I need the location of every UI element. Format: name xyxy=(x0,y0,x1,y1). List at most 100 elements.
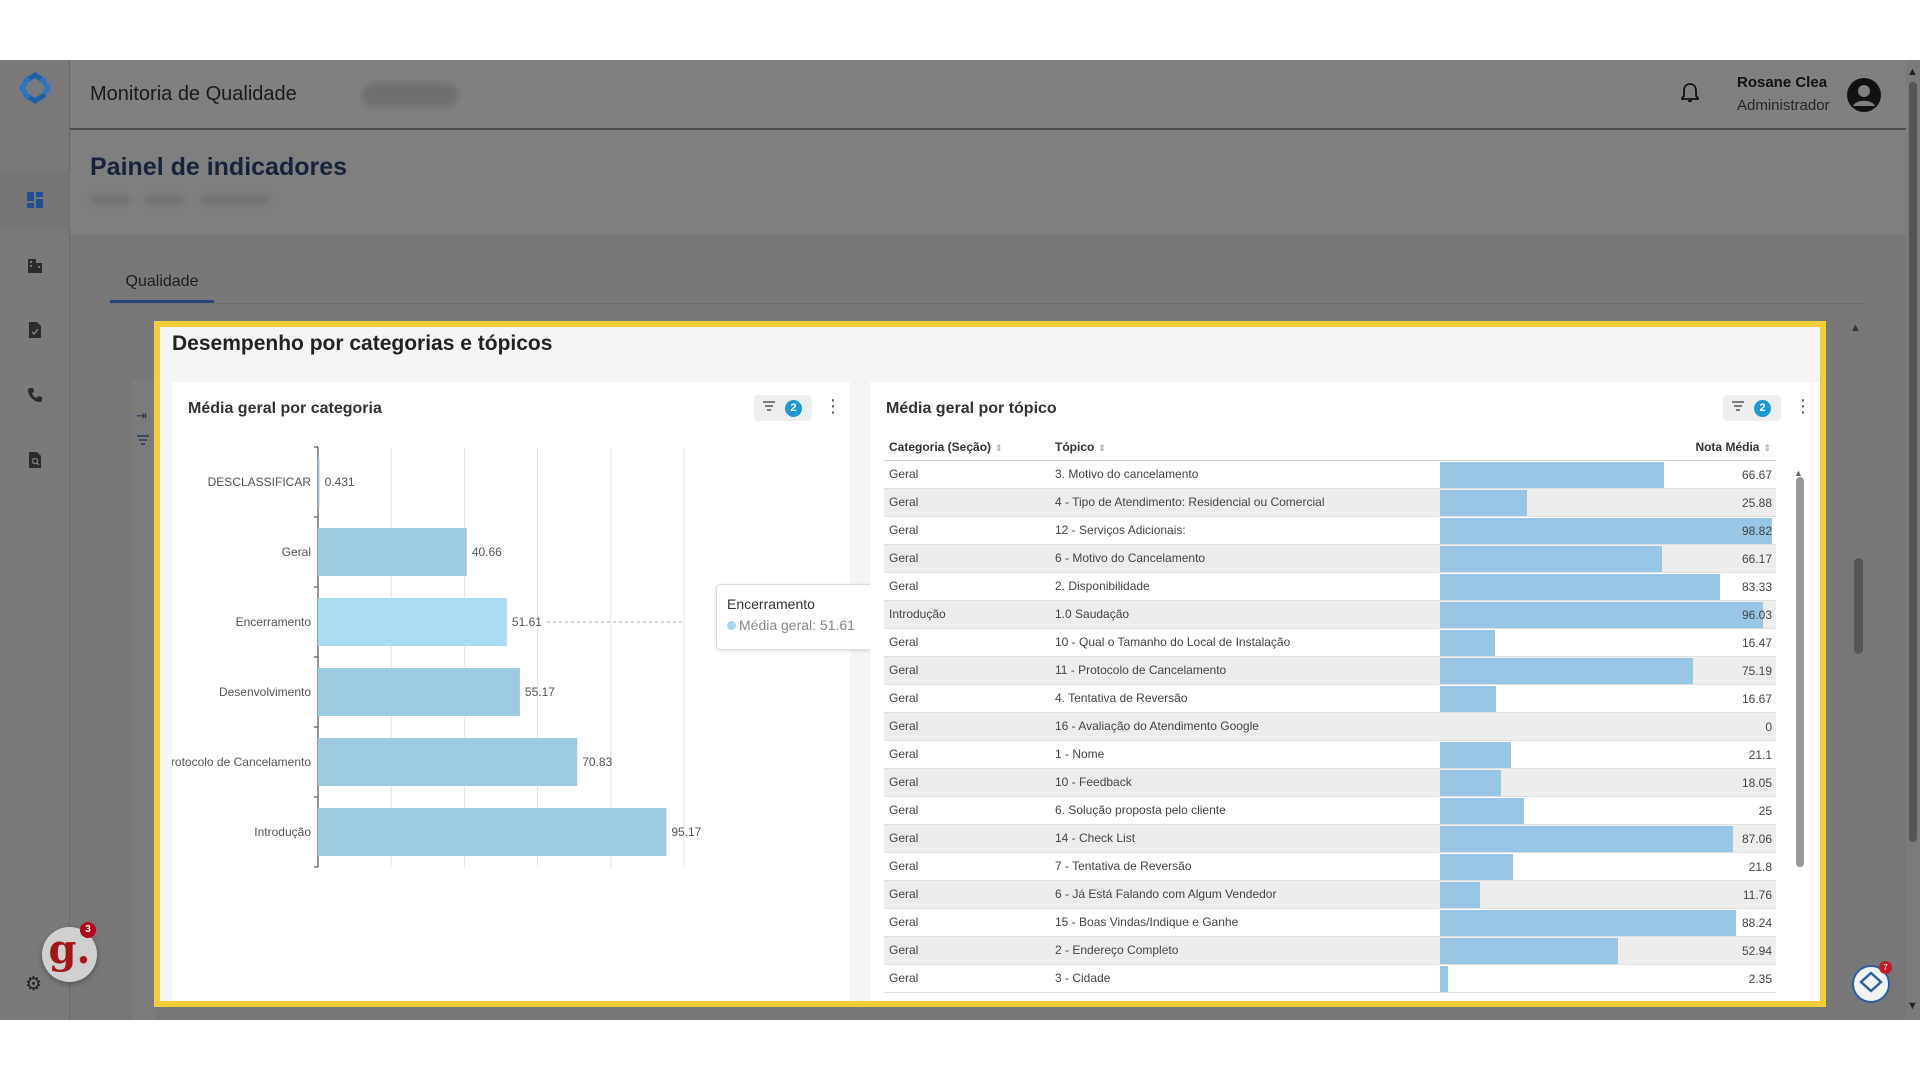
cell-topic: 7 - Tentativa de Reversão xyxy=(1050,852,1440,881)
table-row[interactable]: Geral 14 - Check List 87.06 xyxy=(884,824,1776,853)
column-header-label: Tópico xyxy=(1055,439,1095,454)
table-row[interactable]: Geral 15 - Boas Vindas/Indique e Ganhe 88.… xyxy=(884,908,1776,937)
score-bar xyxy=(1440,545,1663,572)
cell-category: Geral xyxy=(884,740,1050,769)
cell-topic: 6 - Motivo do Cancelamento xyxy=(1050,544,1440,573)
phone-icon xyxy=(28,388,42,402)
table-row[interactable]: Geral 7 - Tentativa de Reversão 21.8 xyxy=(884,852,1776,881)
dashboard-scrollbar[interactable] xyxy=(1854,558,1863,654)
breadcrumb-item[interactable] xyxy=(145,195,185,205)
filter-icon[interactable] xyxy=(136,434,150,449)
account-avatar-icon[interactable] xyxy=(1846,77,1882,113)
app-logo[interactable] xyxy=(0,60,70,116)
notification-bell-icon[interactable] xyxy=(1680,82,1700,110)
cell-category: Geral xyxy=(884,824,1050,853)
table-row[interactable]: Geral 3. Motivo do cancelamento 66.67 xyxy=(884,460,1776,489)
column-header-score[interactable]: Nota Média ⇕ xyxy=(1440,434,1776,461)
cell-score: 11.76 xyxy=(1440,880,1776,909)
nav-dashboard[interactable] xyxy=(0,172,70,228)
table-scrollbar[interactable] xyxy=(1796,477,1804,867)
chart-bar xyxy=(318,598,507,646)
chart-data-label: 55.17 xyxy=(525,685,555,699)
cell-score: 98.82 xyxy=(1440,516,1776,545)
cell-topic: 6 - Já Está Falando com Algum Vendedor xyxy=(1050,880,1440,909)
sort-icon: ⇕ xyxy=(995,442,1003,453)
nav-forms[interactable] xyxy=(0,302,70,358)
cell-topic: 3 - Cidade xyxy=(1050,964,1440,993)
score-value: 75.19 xyxy=(1741,663,1772,678)
table-row[interactable]: Geral 16 - Avaliação do Atendimento Googl… xyxy=(884,712,1776,741)
window-scroll-down-icon[interactable]: ▼ xyxy=(1907,1000,1918,1012)
cell-category: Geral xyxy=(884,712,1050,741)
nav-calls[interactable] xyxy=(0,367,70,423)
window-scroll-up-icon[interactable]: ▲ xyxy=(1907,66,1918,78)
topic-table: Categoria (Seção) ⇕ Tópico ⇕ Nota Média ⇕ G… xyxy=(884,434,1776,993)
table-row[interactable]: Geral 10 - Qual o Tamanho do Local de Ins… xyxy=(884,628,1776,657)
cell-topic: 1 - Nome xyxy=(1050,740,1440,769)
cell-category: Geral xyxy=(884,684,1050,713)
score-bar xyxy=(1440,489,1527,516)
cell-topic: 2. Disponibilidade xyxy=(1050,572,1440,601)
score-bar xyxy=(1440,937,1618,964)
filter-button[interactable]: 2 xyxy=(1723,395,1781,421)
cell-score: 25 xyxy=(1440,796,1776,825)
chart-bar xyxy=(318,528,467,576)
score-value: 98.82 xyxy=(1741,523,1772,538)
cell-score: 66.67 xyxy=(1440,460,1776,489)
table-row[interactable]: Geral 4. Tentativa de Reversão 16.67 xyxy=(884,684,1776,713)
cell-category: Geral xyxy=(884,936,1050,965)
table-row[interactable]: Geral 12 - Serviços Adicionais: 98.82 xyxy=(884,516,1776,545)
cell-category: Geral xyxy=(884,908,1050,937)
table-row[interactable]: Geral 3 - Cidade 2.35 xyxy=(884,964,1776,993)
blurred-selector[interactable] xyxy=(362,83,458,107)
table-row[interactable]: Geral 4 - Tipo de Atendimento: Residencia… xyxy=(884,488,1776,517)
settings-gear-icon[interactable]: ⚙ xyxy=(25,974,43,995)
column-header-topic[interactable]: Tópico ⇕ xyxy=(1050,434,1440,461)
score-bar xyxy=(1440,853,1514,880)
more-options-icon[interactable]: ⋮ xyxy=(1794,396,1812,416)
chart-category-label: Introdução xyxy=(254,825,311,839)
breadcrumb-item[interactable] xyxy=(90,195,130,205)
score-value: 52.94 xyxy=(1741,943,1772,958)
chart-category-label: Desenvolvimento xyxy=(219,685,311,699)
nav-company[interactable] xyxy=(0,237,70,293)
user-role: Administrador xyxy=(1737,97,1830,114)
score-value: 11.76 xyxy=(1742,887,1772,902)
table-row[interactable]: Geral 1 - Nome 21.1 xyxy=(884,740,1776,769)
score-bar xyxy=(1440,741,1511,768)
more-options-icon[interactable]: ⋮ xyxy=(824,396,842,416)
column-header-category[interactable]: Categoria (Seção) ⇕ xyxy=(884,434,1050,461)
scroll-up-icon[interactable]: ▲ xyxy=(1850,322,1861,334)
chart-bar xyxy=(318,738,578,786)
table-row[interactable]: Geral 2. Disponibilidade 83.33 xyxy=(884,572,1776,601)
nav-audit[interactable] xyxy=(0,432,70,488)
cell-topic: 14 - Check List xyxy=(1050,824,1440,853)
table-row[interactable]: Geral 6 - Já Está Falando com Algum Vende… xyxy=(884,880,1776,909)
score-value: 83.33 xyxy=(1741,579,1772,594)
score-value: 25.88 xyxy=(1741,495,1772,510)
breadcrumb xyxy=(90,195,290,207)
table-row[interactable]: Geral 10 - Feedback 18.05 xyxy=(884,768,1776,797)
breadcrumb-item[interactable] xyxy=(200,195,270,205)
table-row[interactable]: Geral 6. Solução proposta pelo cliente 25 xyxy=(884,796,1776,825)
cell-category: Geral xyxy=(884,964,1050,993)
window-scrollbar[interactable] xyxy=(1909,82,1917,842)
app-screen: Monitoria de Qualidade Rosane Clea Admin… xyxy=(0,60,1920,1020)
table-row[interactable]: Geral 6 - Motivo do Cancelamento 66.17 xyxy=(884,544,1776,573)
expand-icon[interactable]: ⇥ xyxy=(136,408,147,423)
table-row[interactable]: Geral 2 - Endereço Completo 52.94 xyxy=(884,936,1776,965)
tab-qualidade[interactable]: Qualidade xyxy=(110,265,214,303)
cell-topic: 6. Solução proposta pelo cliente xyxy=(1050,796,1440,825)
chart-data-label: 40.66 xyxy=(472,545,502,559)
cell-category: Geral xyxy=(884,852,1050,881)
dashboard-side-tools: ⇥ xyxy=(132,380,156,1020)
table-row[interactable]: Geral 11 - Protocolo de Cancelamento 75.19 xyxy=(884,656,1776,685)
cell-score: 25.88 xyxy=(1440,488,1776,517)
table-row[interactable]: Introdução 1.0 Saudação 96.03 xyxy=(884,600,1776,629)
table-scroll-up-icon[interactable]: ▲ xyxy=(1794,468,1803,478)
page-title: Painel de indicadores xyxy=(90,153,348,181)
support-chat-icon xyxy=(1859,971,1883,993)
filter-button[interactable]: 2 xyxy=(754,395,812,421)
topic-table-body: Geral 3. Motivo do cancelamento 66.67 Geral… xyxy=(884,460,1776,993)
cell-score: 96.03 xyxy=(1440,600,1776,629)
